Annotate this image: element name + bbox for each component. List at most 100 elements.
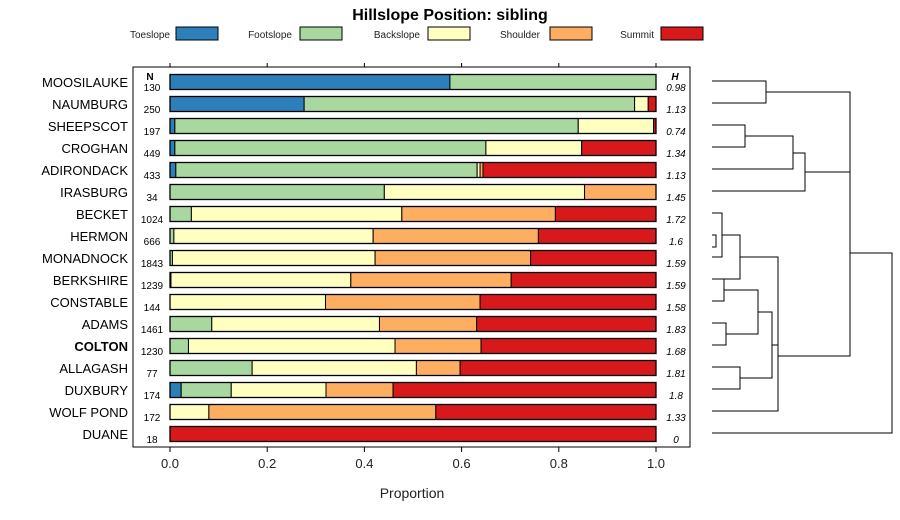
x-tick-label: 0.0 [161, 456, 179, 471]
h-value: 1.13 [666, 171, 686, 182]
x-tick-label: 0.4 [355, 456, 373, 471]
bar-segment [190, 206, 403, 222]
h-value: 1.45 [666, 193, 686, 204]
bar-segment [394, 338, 482, 354]
dendrogram [712, 80, 893, 434]
h-value: 1.59 [666, 259, 686, 270]
category-label: COLTON [74, 339, 128, 354]
bar-outline [169, 381, 657, 399]
category-label: IRASBURG [60, 185, 128, 200]
bar-segment [169, 140, 176, 156]
h-value: 1.13 [666, 105, 686, 116]
bar-segment [169, 294, 327, 310]
bar-segment [577, 118, 655, 134]
n-value: 144 [144, 303, 161, 314]
bar-segment [208, 404, 437, 420]
category-label: NAUMBURG [52, 97, 128, 112]
h-value: 1.81 [666, 369, 685, 380]
n-value: 172 [144, 413, 161, 424]
h-value: 0.98 [666, 83, 686, 94]
category-label: ADIRONDACK [41, 163, 128, 178]
bar-segment [170, 272, 352, 288]
bar-segment [169, 206, 192, 222]
bar-segment [584, 184, 657, 200]
bar-segment [581, 140, 657, 156]
bar-outline [169, 293, 657, 311]
bar-segment [634, 96, 649, 112]
h-value: 0.74 [666, 127, 686, 138]
n-value: 449 [144, 149, 161, 160]
h-value: 1.83 [666, 325, 686, 336]
chart-title: Hillslope Position: sibling [352, 7, 548, 24]
bar-segment [482, 162, 657, 178]
bar-segment [180, 382, 232, 398]
category-label: SHEEPSCOT [48, 119, 128, 134]
bar-outline [169, 139, 657, 157]
n-header: N [146, 72, 153, 83]
bar-outline [169, 425, 657, 443]
h-value: 1.68 [666, 347, 686, 358]
category-label: BERKSHIRE [53, 273, 128, 288]
x-tick-label: 1.0 [647, 456, 665, 471]
n-value: 1239 [141, 281, 164, 292]
bar-segment [415, 360, 461, 376]
n-value: 77 [146, 369, 158, 380]
bar-segment [169, 316, 213, 332]
n-value: 666 [144, 237, 161, 248]
bar-segment [303, 96, 636, 112]
legend-swatch [427, 26, 471, 41]
bar-segment [171, 250, 376, 266]
bar-segment [350, 272, 512, 288]
n-value: 197 [144, 127, 161, 138]
bar-segment [325, 294, 481, 310]
bar-segment [459, 360, 657, 376]
bar-segment [169, 184, 385, 200]
n-value: 250 [144, 105, 161, 116]
bar-segment [169, 404, 210, 420]
legend-label: Shoulder [500, 30, 541, 41]
bar-segment [378, 316, 478, 332]
h-value: 1.33 [666, 413, 686, 424]
n-value: 34 [146, 193, 158, 204]
bar-outline [169, 73, 657, 91]
category-label: BECKET [76, 207, 128, 222]
bar-outline [169, 271, 657, 289]
bar-outline [169, 161, 657, 179]
bar-segment [479, 294, 657, 310]
n-value: 174 [144, 391, 161, 402]
x-axis: 0.0 0.2 0.4 0.6 0.8 1.0 [161, 63, 665, 471]
bar-segment [169, 96, 305, 112]
x-axis-label: Proportion [380, 485, 445, 501]
h-value: 1.34 [666, 149, 686, 160]
x-tick-label: 0.6 [453, 456, 471, 471]
category-label: ADAMS [82, 317, 129, 332]
category-label: CROGHAN [62, 141, 128, 156]
bar-segment [173, 228, 374, 244]
bar-outline [169, 403, 657, 421]
n-value: 130 [144, 83, 161, 94]
bar-segment [169, 338, 189, 354]
labels-layer: MOOSILAUKE 130 0.98 NAUMBURG 250 1.13 SHEEPSCO… [41, 75, 686, 446]
h-value: 1.59 [666, 281, 686, 292]
bar-segment [476, 316, 657, 332]
bar-outline [169, 183, 657, 201]
bar-segment [374, 250, 532, 266]
n-value: 1843 [141, 259, 164, 270]
bar-segment [383, 184, 586, 200]
category-label: WOLF POND [49, 405, 128, 420]
bar-segment [647, 96, 657, 112]
bar-segment [372, 228, 539, 244]
bar-outline [169, 205, 657, 223]
h-value: 1.6 [669, 237, 683, 248]
n-value: 18 [146, 435, 158, 446]
legend-swatch [175, 26, 219, 41]
category-label: MOOSILAUKE [42, 75, 128, 90]
bar-segment [175, 162, 478, 178]
bar-segment [392, 382, 657, 398]
category-label: DUXBURY [65, 383, 129, 398]
bar-segment [325, 382, 394, 398]
bar-segment [435, 404, 657, 420]
legend-swatch [299, 26, 343, 41]
bar-segment [169, 162, 177, 178]
bar-segment [174, 140, 487, 156]
